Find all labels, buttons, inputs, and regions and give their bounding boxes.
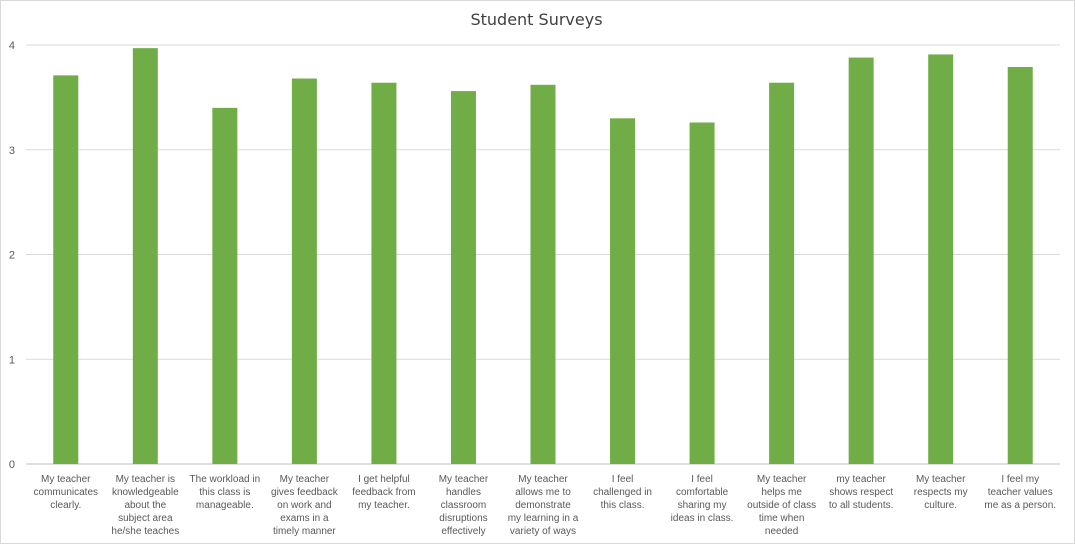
x-tick-label: My teacher gives feedback on work and exams… [271, 474, 339, 537]
x-tick-label: my teacher shows respect to all students. [829, 474, 893, 511]
bar [928, 54, 954, 465]
x-tick-label: My teacher handles classroom disruptions eff… [439, 474, 489, 537]
bar [1007, 66, 1033, 464]
chart-title: Student Surveys [470, 10, 603, 29]
x-tick-label: I feel comfortable sharing my ideas in clas… [671, 474, 734, 524]
y-tick-label: 4 [9, 40, 15, 52]
bars [53, 48, 1033, 465]
x-tick-label: I feel challenged in this class. [593, 474, 652, 511]
x-tick-label: My teacher helps me outside of class time w… [747, 474, 816, 537]
y-tick-label: 0 [9, 459, 15, 471]
y-tick-label: 3 [9, 145, 15, 157]
x-tick-label: I feel my teacher values me as a person. [984, 474, 1056, 511]
bar [371, 82, 397, 465]
bar [291, 78, 317, 465]
x-tick-label: The workload in this class is manageable. [190, 474, 261, 511]
x-tick-label: My teacher is knowledgeable about the subje… [111, 474, 179, 537]
bar [450, 91, 476, 464]
bar [212, 107, 238, 464]
x-tick-label: I get helpful feedback from my teacher. [352, 474, 415, 511]
bar [132, 48, 158, 465]
bar [53, 75, 79, 464]
x-axis: My teacher communicates clearly. My teacher… [34, 474, 1057, 537]
bar [769, 82, 795, 465]
y-tick-label: 1 [9, 354, 15, 366]
bar [530, 84, 556, 465]
x-tick-label: My teacher communicates clearly. [34, 474, 98, 511]
bar [610, 118, 636, 464]
bar [848, 57, 874, 464]
bar [689, 122, 715, 464]
x-tick-label: My teacher allows me to demonstrate my lear… [508, 474, 579, 537]
x-tick-label: My teacher respects my culture. [914, 474, 968, 511]
y-tick-label: 2 [9, 250, 15, 262]
y-axis: 0 1 2 3 4 [9, 40, 15, 471]
